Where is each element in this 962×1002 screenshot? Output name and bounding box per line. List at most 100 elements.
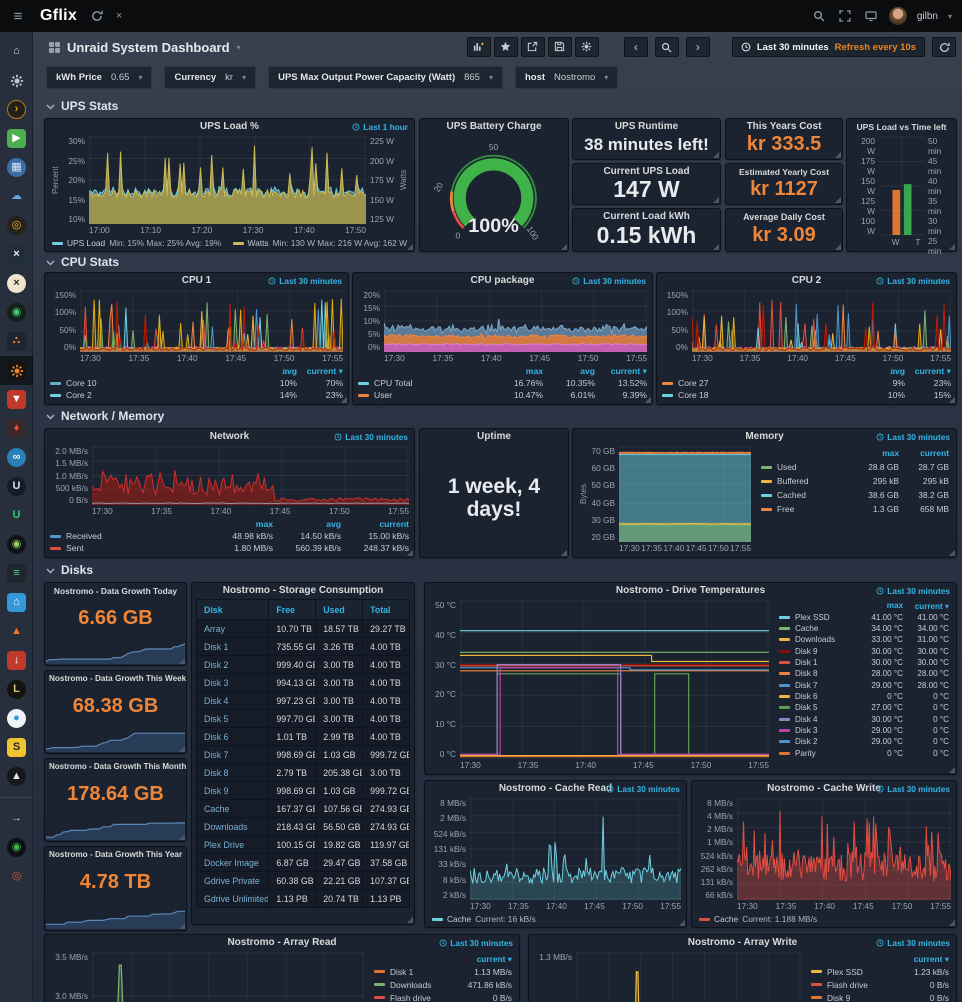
panel-title[interactable]: Nostromo - Data Growth This Week	[49, 674, 186, 683]
panel-title[interactable]: Nostromo - Cache Read	[498, 783, 613, 794]
playlist-refresh-icon[interactable]	[91, 10, 103, 22]
app-dark-x-item[interactable]: ×	[0, 240, 33, 269]
legend-series-name[interactable]: Sent	[50, 543, 205, 553]
save-button[interactable]	[547, 36, 572, 57]
settings-gear-item[interactable]	[0, 66, 33, 95]
fullscreen-icon[interactable]	[837, 8, 853, 24]
legend-series-name[interactable]: Disk 4	[779, 715, 857, 724]
panel-time-badge[interactable]: Last 30 minutes	[572, 276, 646, 286]
panel-title[interactable]: Network	[209, 431, 250, 442]
panel-time-badge[interactable]: Last 1 hour	[352, 122, 408, 132]
legend-column-header[interactable]: avg	[890, 366, 905, 376]
refresh-button[interactable]	[932, 37, 956, 57]
legend-column-header[interactable]: avg	[326, 519, 341, 529]
table-column-header[interactable]: Free	[268, 599, 317, 620]
legend-column-header[interactable]: current ▾	[914, 601, 949, 611]
app-scatter-item[interactable]: ∴	[0, 327, 33, 356]
table-column-header[interactable]: Used	[315, 599, 364, 620]
app-media-remote-item[interactable]: ▦	[0, 153, 33, 182]
panel-title[interactable]: Current UPS Load	[603, 166, 690, 177]
kiosk-mode-icon[interactable]	[863, 8, 879, 24]
legend-series-name[interactable]: Disk 9	[811, 993, 891, 1002]
legend-series-name[interactable]: Cached	[761, 490, 849, 500]
sign-out-item[interactable]: →	[0, 804, 33, 833]
variable-kwh-price[interactable]: kWh Price 0.65 ▾	[46, 66, 153, 89]
legend-series-name[interactable]: Disk 6	[779, 692, 857, 701]
chart-plot-area[interactable]	[92, 446, 409, 505]
legend-series-name[interactable]: Downloads	[374, 980, 450, 990]
legend-column-header[interactable]: current ▾	[914, 365, 951, 376]
app-green-ring-item[interactable]: ◉	[0, 298, 33, 327]
legend-series-name[interactable]: Free	[761, 504, 849, 514]
chart-plot-area[interactable]	[879, 136, 924, 236]
legend-series-name[interactable]: Disk 9	[779, 647, 857, 656]
github-item[interactable]: ◉	[0, 833, 33, 862]
panel-title[interactable]: UPS Runtime	[614, 121, 679, 132]
panel-title[interactable]: Estimated Yearly Cost	[738, 167, 830, 177]
legend-series-name[interactable]: Used	[761, 462, 849, 472]
legend-series-name[interactable]: Core 10	[50, 378, 251, 388]
settings-button[interactable]	[574, 36, 599, 57]
legend-series-name[interactable]: Disk 1	[374, 967, 450, 977]
app-ubiquiti-item[interactable]: U	[0, 472, 33, 501]
app-red-shield-item[interactable]: ▼	[0, 385, 33, 414]
chart-plot-area[interactable]	[384, 290, 647, 352]
panel-time-badge[interactable]: Last 30 minutes	[876, 784, 950, 794]
panel-time-badge[interactable]: Last 30 minutes	[876, 432, 950, 442]
legend-column-header[interactable]: max	[525, 366, 543, 376]
panel-title[interactable]: Nostromo - Storage Consumption	[222, 585, 384, 596]
dashboard-picker-icon[interactable]	[49, 41, 60, 53]
search-icon[interactable]	[811, 8, 827, 24]
panel-time-badge[interactable]: Last 30 minutes	[606, 784, 680, 794]
legend-column-header[interactable]: current ▾	[913, 953, 949, 964]
app-unraid-item[interactable]	[0, 356, 33, 385]
legend-series-name[interactable]: Disk 8	[779, 669, 857, 678]
app-downloader-item[interactable]: ↓	[0, 646, 33, 675]
legend-column-header[interactable]: current	[379, 519, 409, 529]
user-menu[interactable]: gilbn	[916, 10, 938, 22]
panel-title[interactable]: This Years Cost	[746, 121, 822, 132]
legend-series-name[interactable]: Received	[50, 531, 205, 541]
panel-title[interactable]: Nostromo - Data Growth Today	[53, 586, 178, 596]
legend-column-header[interactable]: current ▾	[610, 365, 647, 376]
legend-series-name[interactable]: Cache Current: 16 kB/s	[432, 914, 536, 924]
panel-title[interactable]: Average Daily Cost	[743, 212, 825, 222]
app-lazylibrarian-item[interactable]: L	[0, 675, 33, 704]
legend-series-name[interactable]: Downloads	[779, 635, 857, 644]
app-pihole-item[interactable]: ◉	[0, 530, 33, 559]
chart-plot-area[interactable]	[80, 290, 343, 352]
chart-plot-area[interactable]	[460, 600, 769, 759]
share-button[interactable]	[520, 36, 545, 57]
table-column-header[interactable]: Disk	[196, 599, 270, 620]
variable-currency[interactable]: Currency kr ▾	[164, 66, 257, 89]
panel-title[interactable]: UPS Load vs Time left	[856, 122, 947, 132]
legend-column-header[interactable]: avg	[580, 366, 595, 376]
time-range-picker[interactable]: Last 30 minutes Refresh every 10s	[731, 37, 925, 57]
star-button[interactable]	[493, 36, 518, 57]
section-header-ups-stats[interactable]: UPS Stats	[46, 99, 118, 113]
panel-time-badge[interactable]: Last 30 minutes	[334, 432, 408, 442]
app-light-x-item[interactable]: ×	[0, 269, 33, 298]
section-header-disks[interactable]: Disks	[46, 563, 93, 577]
panel-title[interactable]: CPU package	[470, 275, 535, 286]
panel-title[interactable]: Nostromo - Data Growth This Month	[49, 762, 186, 771]
legend-series-name[interactable]: CPU Total	[358, 378, 491, 388]
legend-column-header[interactable]: avg	[282, 366, 297, 376]
panel-title[interactable]: Nostromo - Array Write	[687, 937, 798, 948]
legend-series-name[interactable]: Flash drive	[374, 993, 450, 1002]
dashboard-title[interactable]: Unraid System Dashboard	[67, 39, 230, 55]
panel-time-badge[interactable]: Last 30 minutes	[876, 586, 950, 596]
app-emby-item[interactable]: ▶	[0, 124, 33, 153]
chart-plot-area[interactable]	[619, 446, 751, 542]
help-item[interactable]: ◎	[0, 862, 33, 891]
add-panel-button[interactable]	[466, 36, 491, 57]
legend-series-name[interactable]: Watts Min: 130 W Max: 216 W Avg: 162 W	[232, 238, 407, 248]
panel-title[interactable]: Current Load kWh	[603, 211, 690, 222]
variable-value[interactable]: Nostromo	[554, 72, 596, 83]
legend-series-name[interactable]: Disk 3	[779, 726, 857, 735]
variable-value[interactable]: 0.65	[110, 72, 130, 83]
section-header-network-memory[interactable]: Network / Memory	[46, 409, 164, 423]
legend-series-name[interactable]: Flash drive	[811, 980, 891, 990]
legend-column-header[interactable]: max	[882, 448, 899, 458]
panel-time-badge[interactable]: Last 30 minutes	[876, 938, 950, 948]
